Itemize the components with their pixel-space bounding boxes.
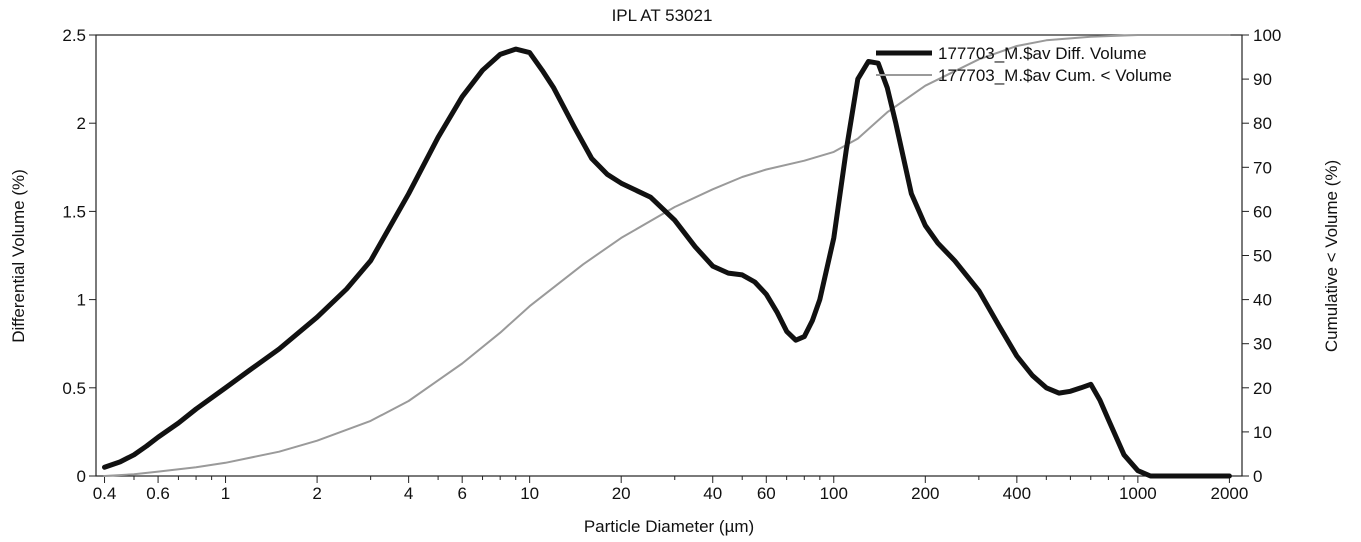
x-tick-label: 4 (404, 484, 413, 503)
x-tick-label: 2 (312, 484, 321, 503)
x-axis-label: Particle Diameter (µm) (584, 517, 754, 536)
y-right-tick-label: 100 (1253, 26, 1281, 45)
y-right-tick-label: 50 (1253, 247, 1272, 266)
y-left-tick-label: 2.5 (62, 26, 86, 45)
y-right-tick-label: 60 (1253, 202, 1272, 221)
series-line-cum-volume (103, 34, 1231, 477)
y-right-axis-ticks: 0 10 20 30 40 50 60 70 80 90 100 (1242, 26, 1281, 486)
y-left-axis-ticks: 0 0.5 1 1.5 2 2.5 (62, 26, 96, 486)
legend-label-diff-volume: 177703_M.$av Diff. Volume (938, 44, 1147, 63)
x-tick-label: 2000 (1210, 484, 1248, 503)
x-tick-label: 10 (520, 484, 539, 503)
y-right-tick-label: 30 (1253, 335, 1272, 354)
chart-title: IPL AT 53021 (612, 6, 713, 25)
x-tick-label: 6 (457, 484, 466, 503)
y-right-axis-label: Cumulative < Volume (%) (1322, 160, 1341, 352)
y-left-tick-label: 1 (77, 291, 86, 310)
y-right-tick-label: 90 (1253, 70, 1272, 89)
y-left-tick-label: 0.5 (62, 379, 86, 398)
x-tick-label: 0.6 (146, 484, 170, 503)
y-right-tick-label: 80 (1253, 114, 1272, 133)
x-tick-label: 200 (911, 484, 939, 503)
legend-label-cum-volume: 177703_M.$av Cum. < Volume (938, 66, 1172, 85)
series-line-diff-volume (102, 46, 1232, 479)
x-tick-label: 40 (703, 484, 722, 503)
x-axis-ticks: 0.4 0.6 1 2 4 6 10 20 40 60 100 200 400 1000 2000 (93, 476, 1248, 503)
x-tick-label: 400 (1003, 484, 1031, 503)
y-left-axis-label: Differential Volume (%) (9, 169, 28, 343)
y-left-tick-label: 0 (77, 467, 86, 486)
x-tick-label: 0.4 (93, 484, 117, 503)
y-right-tick-label: 40 (1253, 291, 1272, 310)
legend: 177703_M.$av Diff. Volume 177703_M.$av C… (876, 44, 1172, 85)
y-left-tick-label: 2 (77, 114, 86, 133)
x-tick-label: 20 (612, 484, 631, 503)
x-tick-label: 60 (757, 484, 776, 503)
y-right-tick-label: 0 (1253, 467, 1262, 486)
x-tick-label: 100 (820, 484, 848, 503)
y-right-tick-label: 20 (1253, 379, 1272, 398)
x-tick-label: 1000 (1119, 484, 1157, 503)
x-tick-label: 1 (221, 484, 230, 503)
y-right-tick-label: 70 (1253, 158, 1272, 177)
y-right-tick-label: 10 (1253, 423, 1272, 442)
y-left-tick-label: 1.5 (62, 202, 86, 221)
series-layer (102, 34, 1232, 479)
plot-frame (95, 34, 1243, 477)
